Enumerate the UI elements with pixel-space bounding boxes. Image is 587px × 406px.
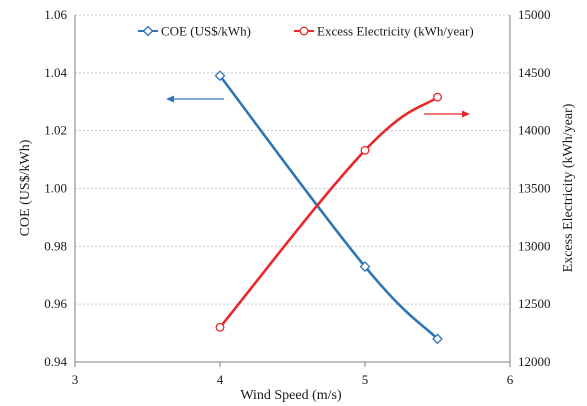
axes: [74, 15, 511, 367]
series-line-excess-electricity: [218, 96, 439, 329]
y-left-tick-label: 1.04: [44, 65, 67, 80]
y-right-tick-label: 12000: [518, 354, 551, 369]
data-point-coe: [432, 333, 443, 345]
y-right-tick-label: 14500: [518, 65, 551, 80]
x-tick-label: 3: [72, 372, 79, 387]
legend-label-excess-electricity: Excess Electricity (kWh/year): [317, 24, 474, 39]
legend-marker-excess-electricity: [299, 26, 309, 36]
axis-arrows: [166, 95, 470, 118]
y-left-tick-label: 1.06: [44, 7, 67, 22]
data-point-excess-electricity: [215, 322, 225, 332]
y-right-tick-label: 13500: [518, 181, 551, 196]
y-left-tick-label: 0.94: [44, 354, 67, 369]
grid-lines: [75, 14, 510, 305]
x-tick-label: 5: [362, 372, 369, 387]
data-point-excess-electricity: [360, 145, 370, 155]
x-axis-title: Wind Speed (m/s): [240, 388, 342, 403]
legend: COE (US$/kWh) Excess Electricity (kWh/yea…: [138, 24, 474, 39]
x-tick-label: 4: [217, 372, 224, 387]
series-line-coe: [218, 74, 439, 340]
tick-labels: 0.94 0.96 0.98 1.00 1.02 1.04 1.06 12000 12500 13…: [44, 7, 550, 387]
data-point-coe: [214, 70, 226, 82]
right-axis-arrow-head: [462, 110, 470, 118]
left-axis-arrow-head: [166, 95, 174, 103]
y-left-axis-title: COE (US$/kWh): [18, 139, 33, 236]
data-point-coe: [359, 261, 371, 272]
y-left-tick-label: 0.98: [44, 238, 67, 253]
y-right-tick-label: 12500: [518, 296, 551, 311]
y-right-tick-label: 15000: [518, 7, 551, 22]
data-point-excess-electricity: [433, 92, 442, 102]
y-left-tick-label: 0.96: [44, 296, 67, 311]
y-right-tick-label: 14000: [518, 123, 551, 138]
y-right-axis-title: Excess Electricity (kWh/year): [561, 103, 576, 272]
y-left-tick-label: 1.02: [44, 123, 67, 138]
y-left-tick-label: 1.00: [44, 181, 67, 196]
y-right-tick-label: 13000: [518, 238, 551, 253]
series: [214, 70, 443, 345]
legend-label-coe: COE (US$/kWh): [161, 24, 251, 39]
x-tick-label: 6: [507, 372, 514, 387]
legend-marker-coe: [142, 25, 154, 37]
